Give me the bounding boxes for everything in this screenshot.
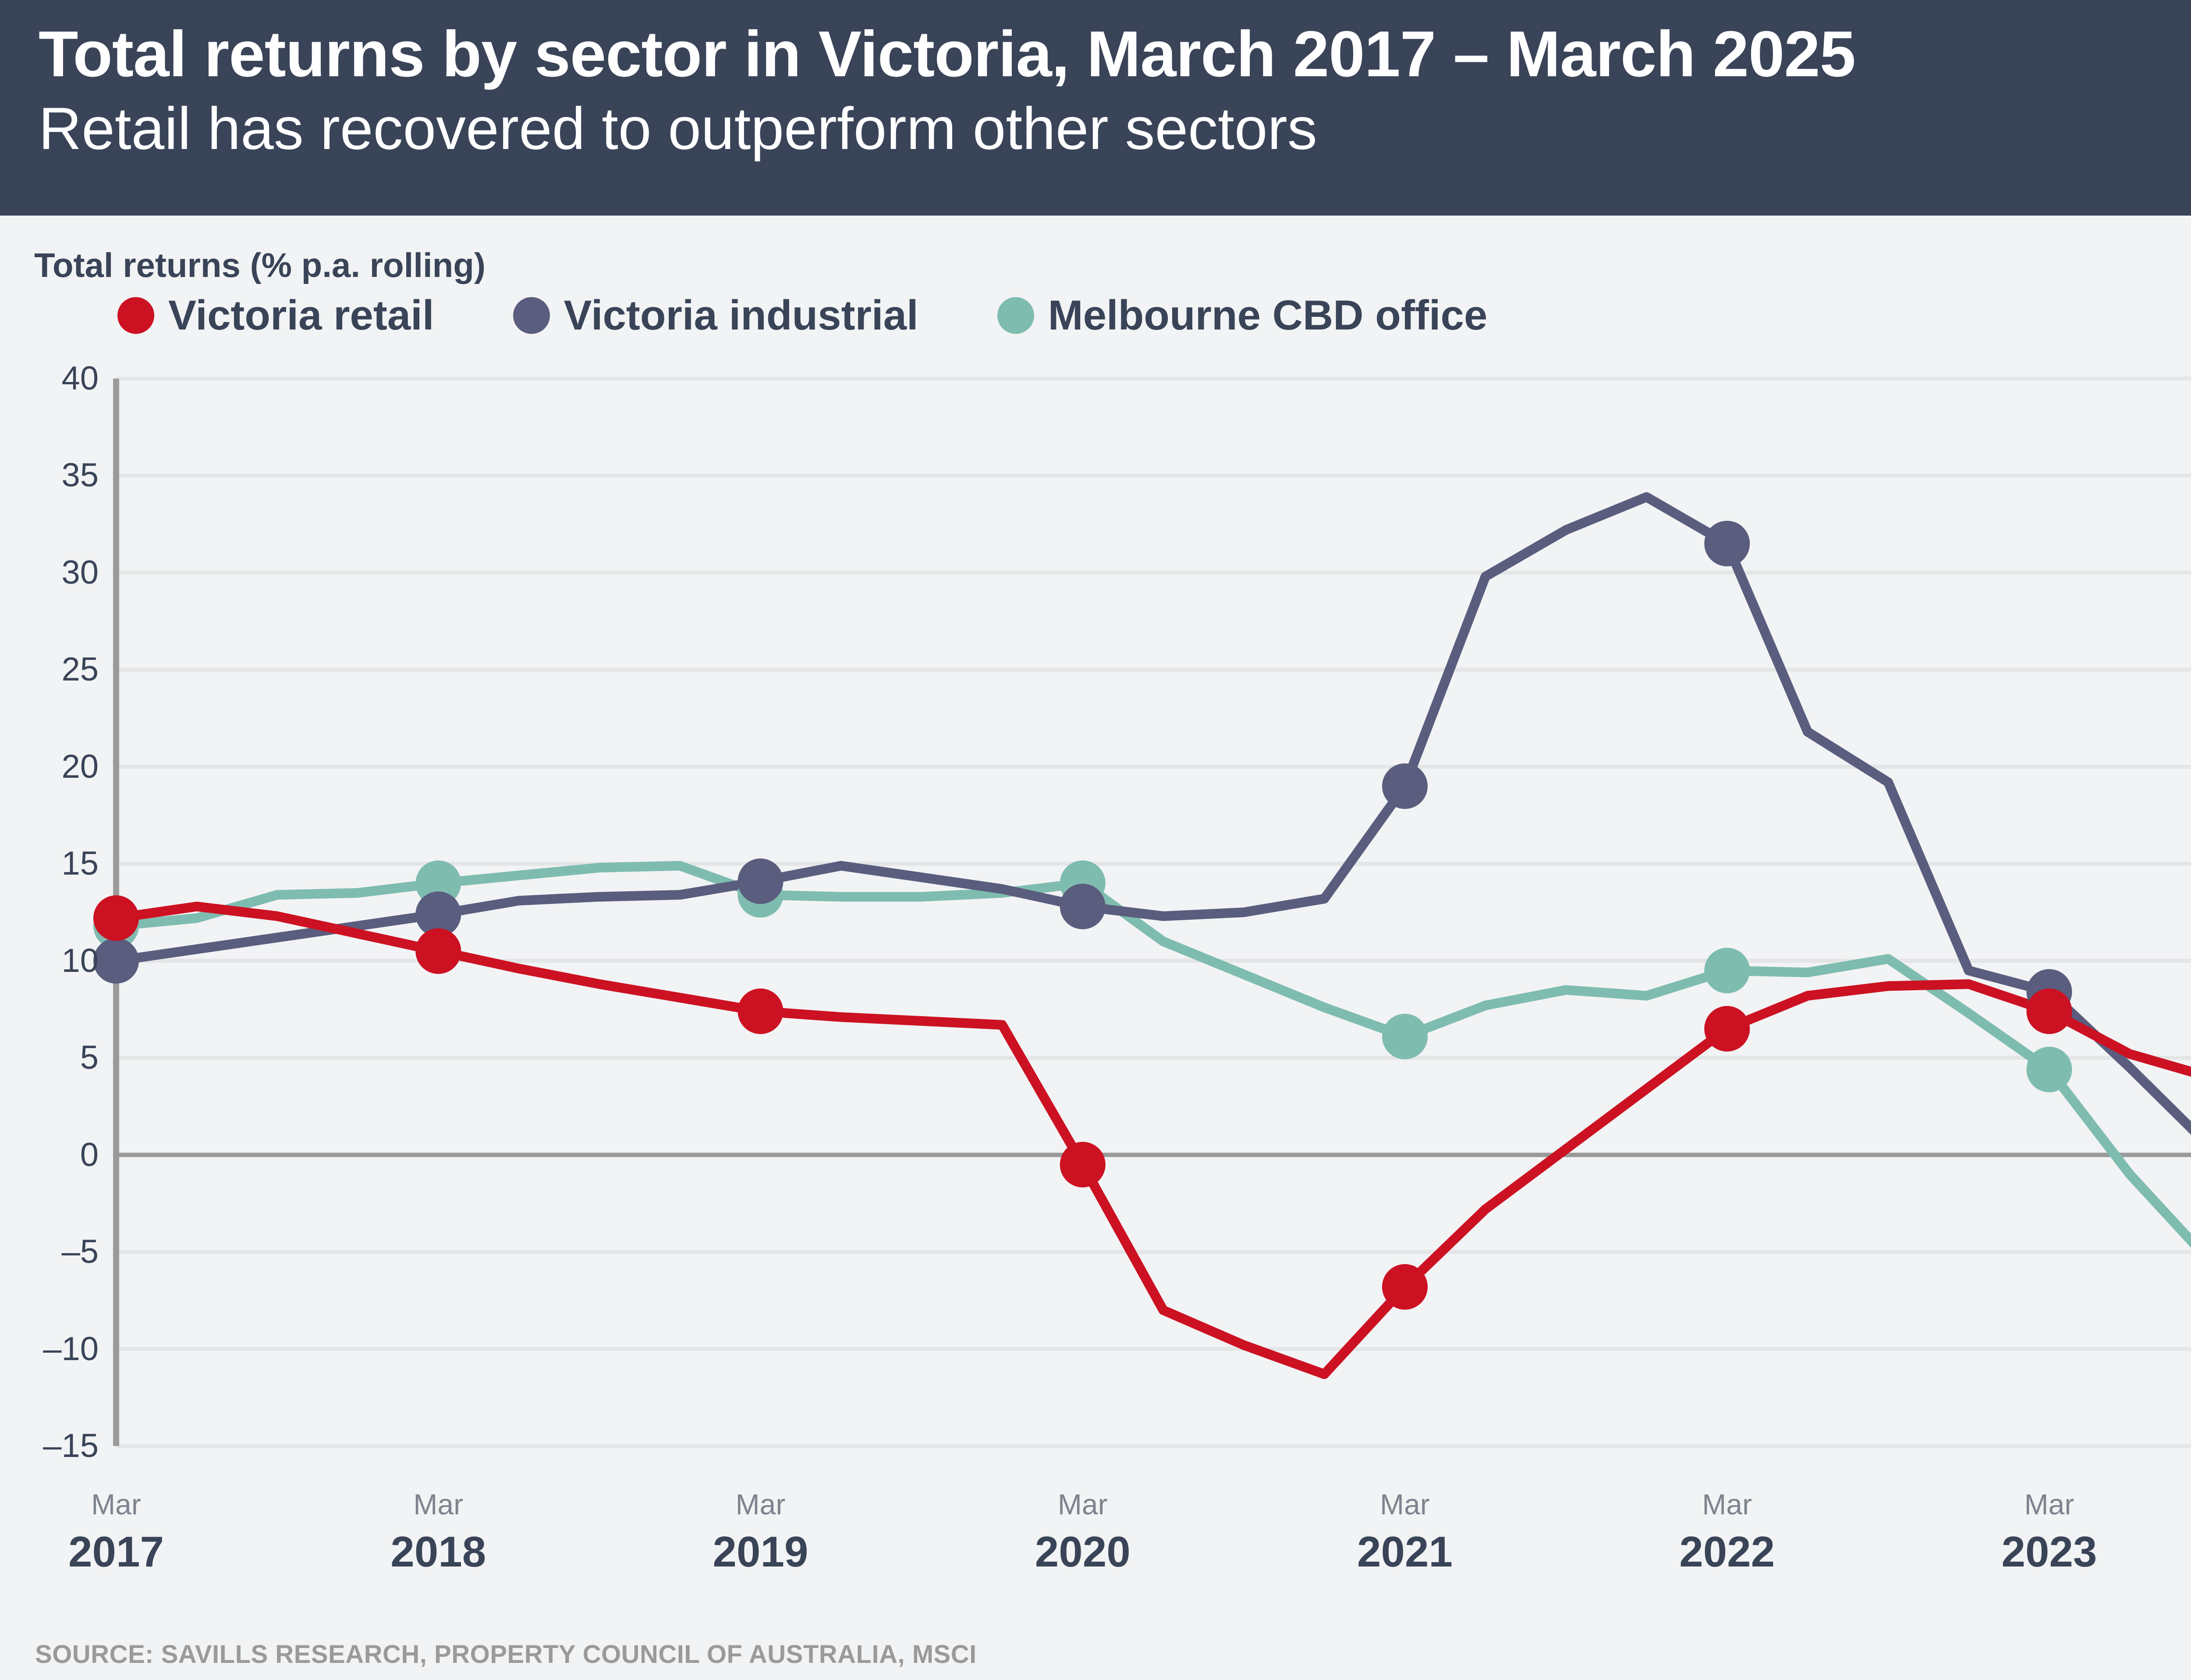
gridlines bbox=[116, 376, 2191, 1448]
legend-dot-icon-retail bbox=[117, 297, 154, 334]
data-point-retail bbox=[2026, 988, 2072, 1034]
x-axis-tick-2017: Mar 2017 bbox=[24, 1490, 208, 1573]
header-banner: Total returns by sector in Victoria, Mar… bbox=[0, 0, 2191, 216]
x-axis-tick-year: 2019 bbox=[713, 1528, 808, 1576]
legend-label-office: Melbourne CBD office bbox=[1048, 292, 1488, 339]
data-point-retail bbox=[1704, 1006, 1750, 1052]
y-axis-tick-label: –10 bbox=[43, 1330, 99, 1368]
y-axis-tick-label: 35 bbox=[61, 457, 99, 494]
data-point-industrial bbox=[93, 938, 139, 984]
legend-item-industrial[interactable]: Victoria industrial bbox=[513, 294, 918, 337]
page-subtitle: Retail has recovered to outperform other… bbox=[39, 95, 1317, 162]
x-axis-tick-year: 2022 bbox=[1679, 1528, 1775, 1576]
data-point-industrial bbox=[415, 891, 461, 937]
x-axis-tick-2023: Mar 2023 bbox=[1957, 1490, 2141, 1573]
x-axis-tick-month: Mar bbox=[1380, 1488, 1430, 1521]
legend-dot-icon-industrial bbox=[513, 297, 550, 334]
series-line-retail bbox=[111, 901, 2191, 1379]
series-line-industrial bbox=[111, 492, 2191, 1135]
x-axis-tick-2021: Mar 2021 bbox=[1313, 1490, 1497, 1573]
data-point-retail bbox=[1382, 1264, 1428, 1310]
data-point-retail bbox=[1060, 1141, 1106, 1187]
y-axis-caption: Total returns (% p.a. rolling) bbox=[34, 246, 486, 284]
source-note: SOURCE: SAVILLS RESEARCH, PROPERTY COUNC… bbox=[35, 1640, 977, 1669]
data-point-industrial bbox=[1382, 763, 1428, 809]
x-axis-tick-2020: Mar 2020 bbox=[991, 1490, 1175, 1573]
y-axis-tick-label: 20 bbox=[61, 748, 99, 785]
legend: Victoria retail Victoria industrial Melb… bbox=[117, 294, 1566, 337]
data-point-industrial bbox=[737, 858, 784, 904]
data-point-retail bbox=[415, 928, 461, 974]
y-axis-tick-label: 25 bbox=[61, 651, 99, 688]
data-point-office bbox=[2026, 1046, 2072, 1092]
x-axis-tick-month: Mar bbox=[735, 1488, 786, 1521]
y-axis-tick-label: 10 bbox=[61, 942, 99, 979]
page-title: Total returns by sector in Victoria, Mar… bbox=[39, 18, 1856, 90]
legend-item-retail[interactable]: Victoria retail bbox=[117, 294, 434, 337]
x-axis-tick-year: 2017 bbox=[68, 1528, 164, 1576]
legend-dot-icon-office bbox=[997, 297, 1034, 334]
x-axis-tick-month: Mar bbox=[413, 1488, 464, 1521]
x-axis-tick-2022: Mar 2022 bbox=[1635, 1490, 1819, 1573]
y-axis-tick-label: 0 bbox=[80, 1136, 99, 1173]
y-axis-tick-label: –15 bbox=[43, 1427, 99, 1464]
data-point-office bbox=[1704, 947, 1750, 993]
data-point-retail bbox=[737, 988, 784, 1034]
y-axis-tick-label: –5 bbox=[61, 1233, 99, 1271]
x-axis-tick-month: Mar bbox=[1057, 1488, 1108, 1521]
data-point-industrial bbox=[1704, 521, 1750, 567]
x-axis-tick-2018: Mar 2018 bbox=[346, 1490, 530, 1573]
legend-label-retail: Victoria retail bbox=[168, 292, 434, 339]
x-axis-tick-year: 2021 bbox=[1357, 1528, 1453, 1576]
y-axis-tick-label: 15 bbox=[61, 845, 99, 883]
x-axis-tick-month: Mar bbox=[1702, 1488, 1752, 1521]
y-axis-tick-label: 30 bbox=[61, 553, 99, 591]
y-axis-tick-label: 40 bbox=[61, 360, 99, 397]
x-axis-tick-year: 2020 bbox=[1035, 1528, 1131, 1576]
x-axis-tick-year: 2023 bbox=[2001, 1528, 2097, 1576]
y-axis-tick-label: 5 bbox=[80, 1039, 99, 1077]
legend-label-industrial: Victoria industrial bbox=[564, 292, 918, 339]
x-axis-tick-2019: Mar 2019 bbox=[669, 1490, 853, 1573]
data-point-office bbox=[1382, 1014, 1428, 1060]
x-axis-tick-month: Mar bbox=[2024, 1488, 2074, 1521]
x-axis-tick-month: Mar bbox=[91, 1488, 141, 1521]
data-point-industrial bbox=[1060, 883, 1106, 929]
x-axis-tick-year: 2018 bbox=[390, 1528, 486, 1576]
data-point-retail bbox=[93, 895, 139, 941]
legend-item-office[interactable]: Melbourne CBD office bbox=[997, 292, 1488, 339]
